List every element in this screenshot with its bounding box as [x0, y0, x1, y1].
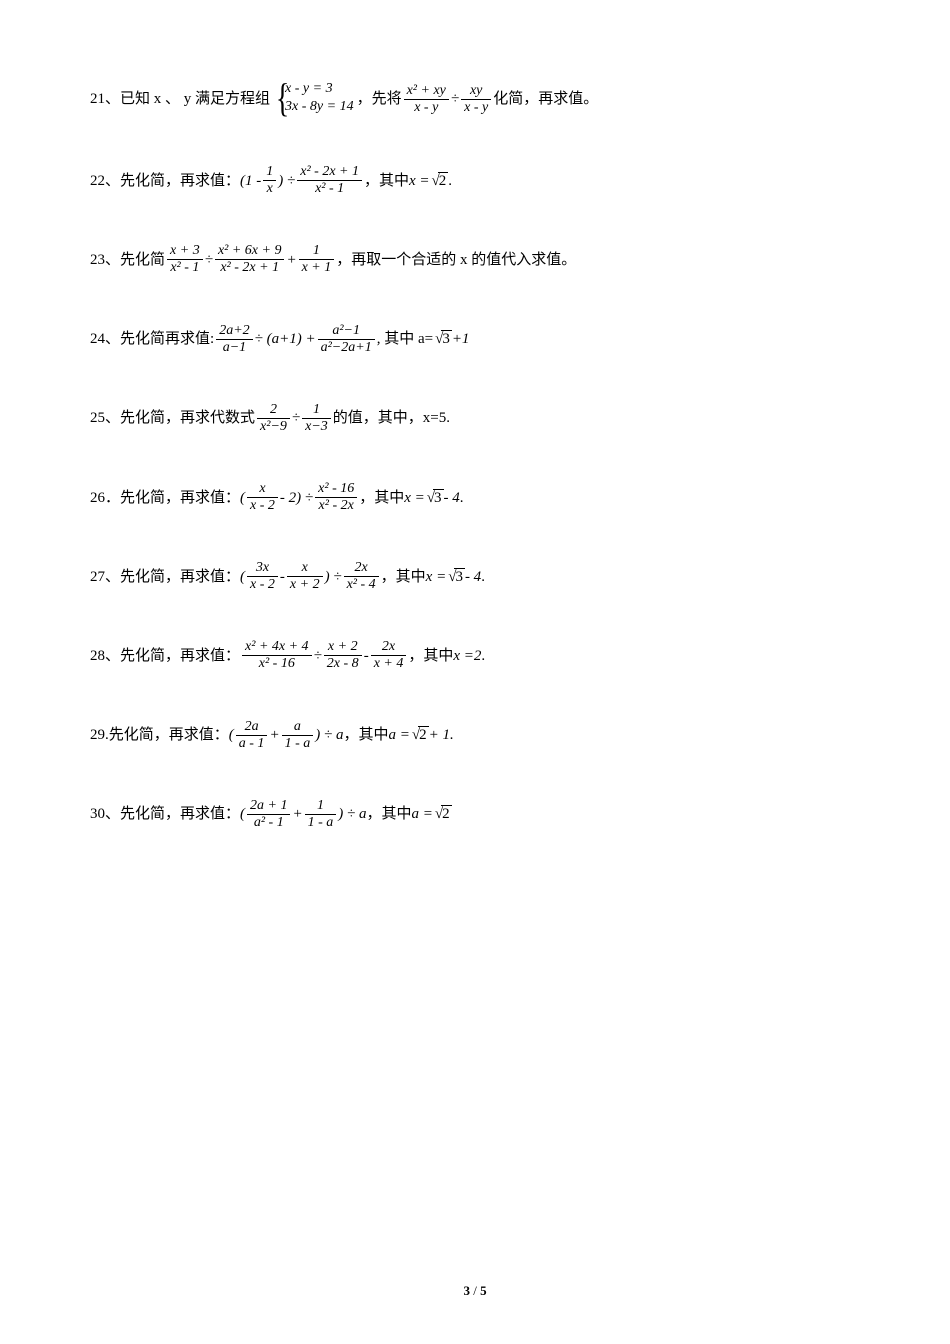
- problem-28: 28、先化简，再求值：x² + 4x + 4x² - 16 ÷ x + 22x …: [90, 639, 860, 672]
- question-number: 21、: [90, 87, 120, 111]
- problem-21: 21、已知 x 、 y 满足方程组x - y = 33x - 8y = 14，先…: [90, 80, 860, 118]
- question-number: 25、: [90, 406, 120, 430]
- question-number: 30、: [90, 802, 120, 826]
- page-number: 3 / 5: [0, 1283, 950, 1299]
- question-number: 26．: [90, 486, 120, 510]
- problem-26: 26．先化简，再求值：(xx - 2 - 2) ÷ x² - 16x² - 2x…: [90, 481, 860, 514]
- problem-30: 30、先化简，再求值：(2a + 1a² - 1 + 11 - a) ÷ a，其…: [90, 798, 860, 831]
- question-number: 28、: [90, 644, 120, 668]
- problem-25: 25、先化简，再求代数式2x²−9 ÷ 1x−3 的值，其中，x=5.: [90, 402, 860, 435]
- problem-24: 24、先化简再求值:2a+2a−1 ÷ (a+1) + a²−1a²−2a+1,…: [90, 323, 860, 356]
- problem-23: 23、先化简x + 3x² - 1 ÷ x² + 6x + 9x² - 2x +…: [90, 243, 860, 276]
- problem-29: 29.先化简，再求值：(2aa - 1 + a1 - a) ÷ a，其中 a =…: [90, 719, 860, 752]
- problem-22: 22、先化简，再求值：(1 - 1x) ÷ x² - 2x + 1x² - 1，…: [90, 164, 860, 197]
- question-number: 27、: [90, 565, 120, 589]
- question-number: 29.: [90, 723, 109, 747]
- question-number: 22、: [90, 169, 120, 193]
- problem-list: 21、已知 x 、 y 满足方程组x - y = 33x - 8y = 14，先…: [90, 80, 860, 831]
- question-number: 23、: [90, 248, 120, 272]
- question-number: 24、: [90, 327, 120, 351]
- problem-27: 27、先化简，再求值：(3xx - 2 - xx + 2) ÷ 2xx² - 4…: [90, 560, 860, 593]
